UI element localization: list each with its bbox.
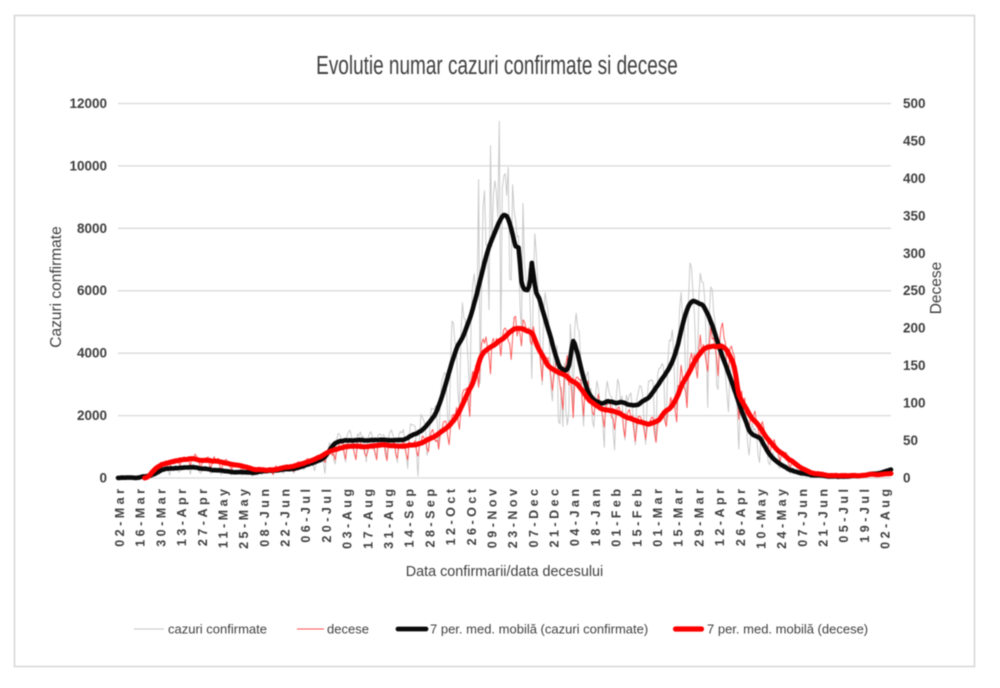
svg-text:11-May: 11-May xyxy=(217,486,231,549)
svg-text:18-Jan: 18-Jan xyxy=(589,486,603,547)
svg-text:cazuri confirmate: cazuri confirmate xyxy=(168,622,267,637)
svg-text:Cazuri confirmate: Cazuri confirmate xyxy=(48,226,65,347)
svg-text:24-May: 24-May xyxy=(775,486,789,549)
svg-text:7 per. med. mobilă (cazuri con: 7 per. med. mobilă (cazuri confirmate) xyxy=(430,622,648,637)
svg-text:06-Jul: 06-Jul xyxy=(299,486,313,543)
svg-text:0: 0 xyxy=(903,471,911,486)
svg-text:01-Mar: 01-Mar xyxy=(651,486,665,547)
svg-text:14-Sep: 14-Sep xyxy=(403,486,417,548)
svg-text:08-Jun: 08-Jun xyxy=(258,486,272,547)
svg-text:04-Jan: 04-Jan xyxy=(568,486,582,547)
svg-text:400: 400 xyxy=(903,171,926,186)
svg-text:450: 450 xyxy=(903,133,926,148)
svg-text:decese: decese xyxy=(327,622,369,637)
svg-text:8000: 8000 xyxy=(77,221,107,236)
svg-text:01-Feb: 01-Feb xyxy=(610,486,624,547)
svg-text:Data confirmarii/data decesulu: Data confirmarii/data decesului xyxy=(406,564,603,580)
svg-text:300: 300 xyxy=(903,246,926,261)
svg-text:150: 150 xyxy=(903,358,926,373)
svg-text:19-Jul: 19-Jul xyxy=(858,486,872,543)
svg-text:23-Nov: 23-Nov xyxy=(506,486,520,549)
svg-text:12-Apr: 12-Apr xyxy=(713,486,727,547)
svg-text:21-Jun: 21-Jun xyxy=(817,486,831,547)
svg-text:17-Aug: 17-Aug xyxy=(361,486,375,549)
svg-text:28-Sep: 28-Sep xyxy=(423,486,437,548)
svg-text:6000: 6000 xyxy=(77,283,107,298)
svg-text:350: 350 xyxy=(903,208,926,223)
svg-text:13-Apr: 13-Apr xyxy=(175,486,189,547)
svg-text:15-Feb: 15-Feb xyxy=(630,486,644,547)
svg-text:25-May: 25-May xyxy=(237,486,251,549)
svg-text:4000: 4000 xyxy=(77,346,107,361)
svg-text:Decese: Decese xyxy=(928,262,945,315)
svg-text:12000: 12000 xyxy=(69,96,107,111)
svg-text:50: 50 xyxy=(903,433,918,448)
svg-text:30-Mar: 30-Mar xyxy=(154,486,168,547)
svg-text:500: 500 xyxy=(903,96,926,111)
svg-text:7 per. med. mobilă (decese): 7 per. med. mobilă (decese) xyxy=(707,622,868,637)
svg-text:21-Dec: 21-Dec xyxy=(548,486,562,548)
svg-text:0: 0 xyxy=(99,471,107,486)
svg-text:09-Nov: 09-Nov xyxy=(486,486,500,549)
svg-text:16-Mar: 16-Mar xyxy=(134,486,148,547)
svg-text:29-Mar: 29-Mar xyxy=(692,486,706,547)
svg-text:05-Jul: 05-Jul xyxy=(837,486,851,543)
svg-text:10-May: 10-May xyxy=(755,486,769,549)
svg-text:02-Mar: 02-Mar xyxy=(113,486,127,547)
svg-text:07-Jun: 07-Jun xyxy=(796,486,810,547)
svg-text:26-Apr: 26-Apr xyxy=(734,486,748,547)
svg-text:26-Oct: 26-Oct xyxy=(465,486,479,546)
svg-text:250: 250 xyxy=(903,283,926,298)
svg-text:07-Dec: 07-Dec xyxy=(527,486,541,548)
svg-text:22-Jun: 22-Jun xyxy=(279,486,293,547)
svg-text:100: 100 xyxy=(903,396,926,411)
svg-text:Evolutie numar cazuri confirma: Evolutie numar cazuri confirmate si dece… xyxy=(316,50,678,80)
svg-text:10000: 10000 xyxy=(69,158,107,173)
svg-text:2000: 2000 xyxy=(77,408,107,423)
svg-text:20-Jul: 20-Jul xyxy=(320,486,334,543)
svg-text:200: 200 xyxy=(903,321,926,336)
svg-text:31-Aug: 31-Aug xyxy=(382,486,396,549)
svg-text:03-Aug: 03-Aug xyxy=(341,486,355,549)
svg-text:12-Oct: 12-Oct xyxy=(444,486,458,546)
svg-text:02-Aug: 02-Aug xyxy=(879,486,893,549)
svg-text:15-Mar: 15-Mar xyxy=(672,486,686,547)
svg-text:27-Apr: 27-Apr xyxy=(196,486,210,547)
